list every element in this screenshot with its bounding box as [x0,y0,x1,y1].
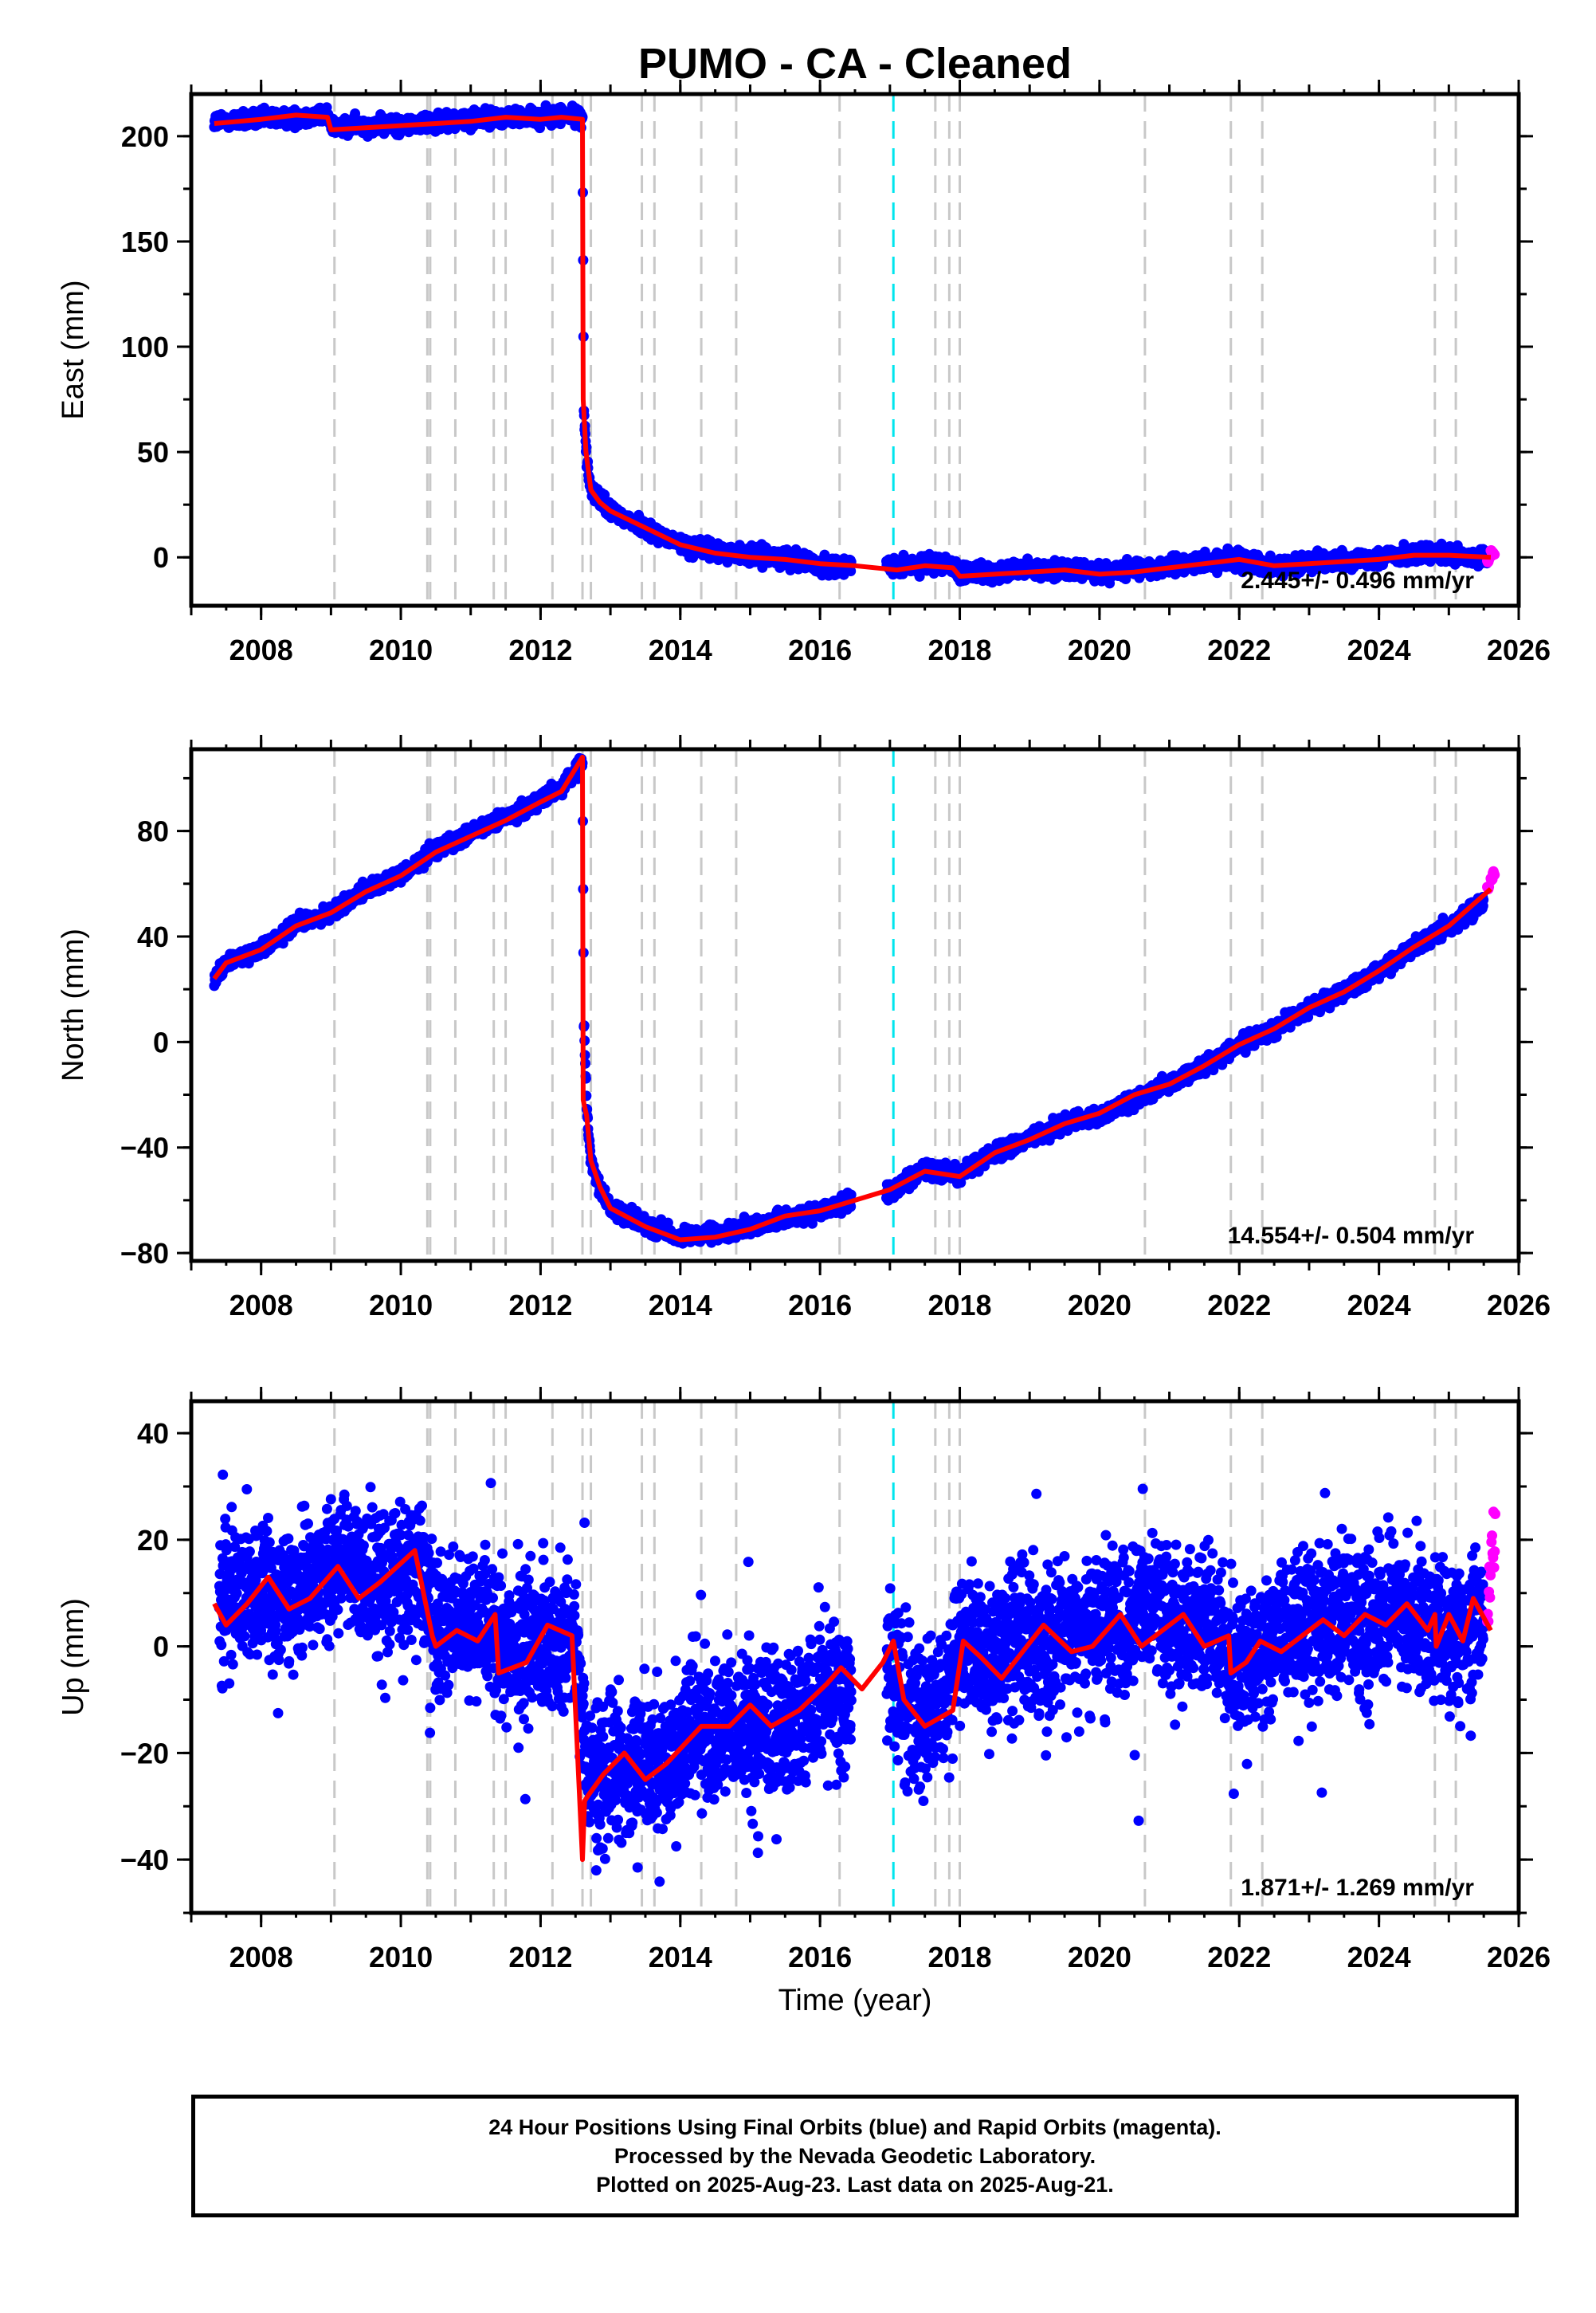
final-orbit-point [845,566,857,576]
x-tick-label: 2010 [369,634,433,666]
y-axis-label: East (mm) [57,280,90,419]
x-tick-label: 2008 [229,634,293,666]
rapid-orbit-point [1489,549,1500,560]
figure-title: PUMO - CA - Cleaned [638,40,1072,88]
plot-area [209,94,1500,606]
x-tick-label: 2016 [788,634,852,666]
x-tick-label: 2014 [649,634,712,666]
y-tick-label: 50 [137,436,169,469]
y-tick-label: 0 [153,541,169,574]
panels: 2008 2010 2012 2014 2016 2018 2020 2022 2024 2026… [57,80,1551,1973]
x-tick-label: 2012 [508,634,572,666]
panel-east: 2008 2010 2012 2014 2016 2018 2020 2022 2024 2026… [57,80,1551,666]
x-tick-label: 2018 [927,634,991,666]
y-tick-label: 100 [121,331,169,363]
x-tick-label: 2022 [1207,634,1271,666]
model-fit-line [214,112,1492,579]
y-tick-label: 150 [121,226,169,258]
final-orbit-point [277,938,288,949]
x-tick-label: 2026 [1487,634,1551,666]
x-tick-label: 2020 [1068,634,1131,666]
panel-north: 2008 2010 2012 2014 2016 2018 2020 2022 2024 2026… [57,735,1551,1321]
y-tick-label: 200 [121,120,169,153]
x-tick-label: 2024 [1347,634,1411,666]
rate-annotation: 2.445+/- 0.496 mm/yr [1241,567,1474,594]
plot-area [209,749,1500,1261]
plot-frame [189,92,1521,608]
final-orbit-point [914,571,925,582]
